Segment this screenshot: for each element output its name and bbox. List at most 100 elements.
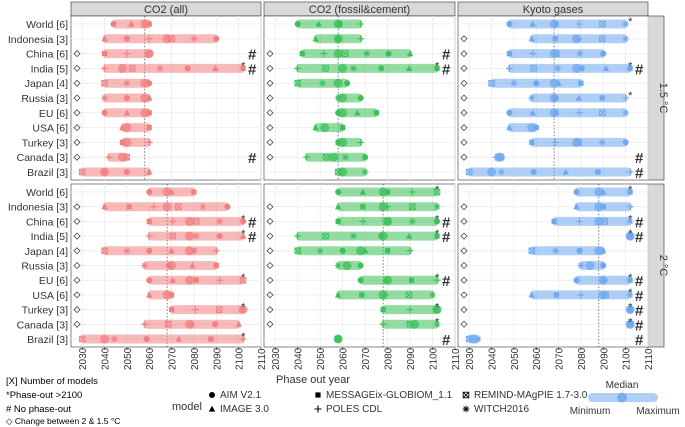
marker-change	[266, 50, 274, 58]
model-point	[342, 50, 349, 57]
marker-change	[460, 138, 468, 146]
x-tick-label: 2070	[555, 347, 566, 370]
model-point	[378, 65, 385, 72]
model-point	[188, 321, 196, 328]
model-point	[384, 248, 391, 254]
marker-over-2100: *	[628, 213, 633, 225]
marker-change	[266, 276, 274, 284]
marker-over-2100: *	[628, 272, 633, 284]
model-point	[101, 94, 108, 102]
model-point	[240, 218, 247, 225]
marker-change	[73, 138, 81, 146]
range-bar	[142, 261, 219, 270]
median-point	[598, 290, 608, 300]
marker-change	[266, 153, 274, 161]
model-point	[322, 232, 329, 240]
model-point	[312, 124, 319, 131]
model-point	[598, 35, 606, 43]
model-point	[123, 79, 131, 87]
legend-median-label: Median	[606, 380, 639, 391]
marker-over-2100: *	[628, 60, 633, 72]
model-point	[600, 247, 607, 254]
marker-change	[460, 109, 468, 117]
model-point	[600, 262, 607, 269]
model-point	[600, 277, 607, 283]
panel-1-0: * #* #***	[70, 183, 262, 348]
marker-no-phaseout: #	[635, 317, 644, 334]
model-point	[169, 217, 177, 225]
marker-change	[73, 291, 81, 299]
marker-change	[266, 109, 274, 117]
range-bar	[80, 167, 152, 177]
x-tick-label: 2110	[257, 348, 268, 370]
marker-change	[73, 109, 81, 117]
model-point	[350, 65, 357, 72]
model-point	[577, 262, 585, 269]
model-point	[359, 292, 365, 298]
marker-over-2100: *	[241, 213, 246, 225]
marker-change	[266, 79, 274, 87]
model-point	[190, 35, 198, 43]
x-tick-label: 2090	[212, 347, 223, 370]
range-bar	[552, 216, 633, 226]
range-bar	[507, 63, 633, 73]
model-point	[101, 168, 108, 176]
model-point	[361, 247, 369, 254]
x-tick-label: 2060	[145, 347, 156, 370]
model-point	[409, 218, 416, 225]
legend: model AIM V2.1 IMAGE 3.0 MESSAGEix-GLOBIOM_…	[172, 380, 680, 417]
region-label: Japan [4]	[25, 246, 68, 258]
model-point	[212, 321, 219, 328]
model-point	[474, 335, 482, 343]
legend-note-change: ◇ Change between 2 & 1.5 °C	[6, 416, 121, 426]
marker-over-2100: *	[435, 228, 440, 240]
marker-change	[460, 306, 468, 314]
legend-model-marker	[314, 405, 322, 413]
model-point	[128, 20, 135, 27]
model-point	[575, 217, 583, 225]
model-point	[141, 262, 149, 269]
marker-change	[73, 153, 81, 161]
marker-change	[460, 232, 468, 240]
region-label: USA [6]	[32, 290, 68, 302]
legend-model-label: AIM V2.1	[220, 390, 262, 401]
marker-change	[460, 124, 468, 132]
model-point	[599, 95, 605, 101]
model-point	[373, 110, 379, 116]
model-point	[192, 218, 200, 225]
model-point	[123, 153, 131, 161]
marker-change	[460, 276, 468, 284]
model-point	[111, 335, 118, 343]
model-point	[337, 21, 343, 27]
model-point	[530, 169, 537, 175]
region-label: Canada [3]	[17, 319, 68, 331]
model-point	[573, 189, 580, 195]
model-point	[165, 262, 172, 269]
legend-model-label: WITCH2016	[474, 404, 529, 415]
marker-over-2100: *	[628, 287, 633, 299]
legend-model-marker	[462, 405, 470, 413]
model-point	[123, 247, 131, 255]
model-point	[379, 320, 387, 328]
model-point	[192, 232, 200, 240]
model-point	[216, 233, 223, 240]
marker-no-phaseout: #	[442, 273, 451, 290]
marker-change	[460, 79, 468, 87]
model-point	[146, 247, 153, 254]
model-point	[146, 218, 152, 224]
legend-maximum-label: Maximum	[636, 406, 679, 417]
model-point	[553, 110, 559, 116]
marker-change	[266, 232, 274, 240]
legend-model-marker	[209, 392, 215, 398]
x-tick-label: 2050	[510, 347, 521, 370]
legend-model-title: model	[172, 401, 202, 413]
marker-no-phaseout: #	[635, 332, 644, 349]
median-point	[571, 63, 581, 73]
model-point	[465, 335, 473, 343]
model-point	[434, 233, 440, 239]
marker-change	[73, 247, 81, 255]
marker-change	[266, 320, 274, 328]
model-point	[216, 306, 223, 313]
model-point	[600, 204, 606, 210]
region-label: India [5]	[31, 63, 68, 75]
